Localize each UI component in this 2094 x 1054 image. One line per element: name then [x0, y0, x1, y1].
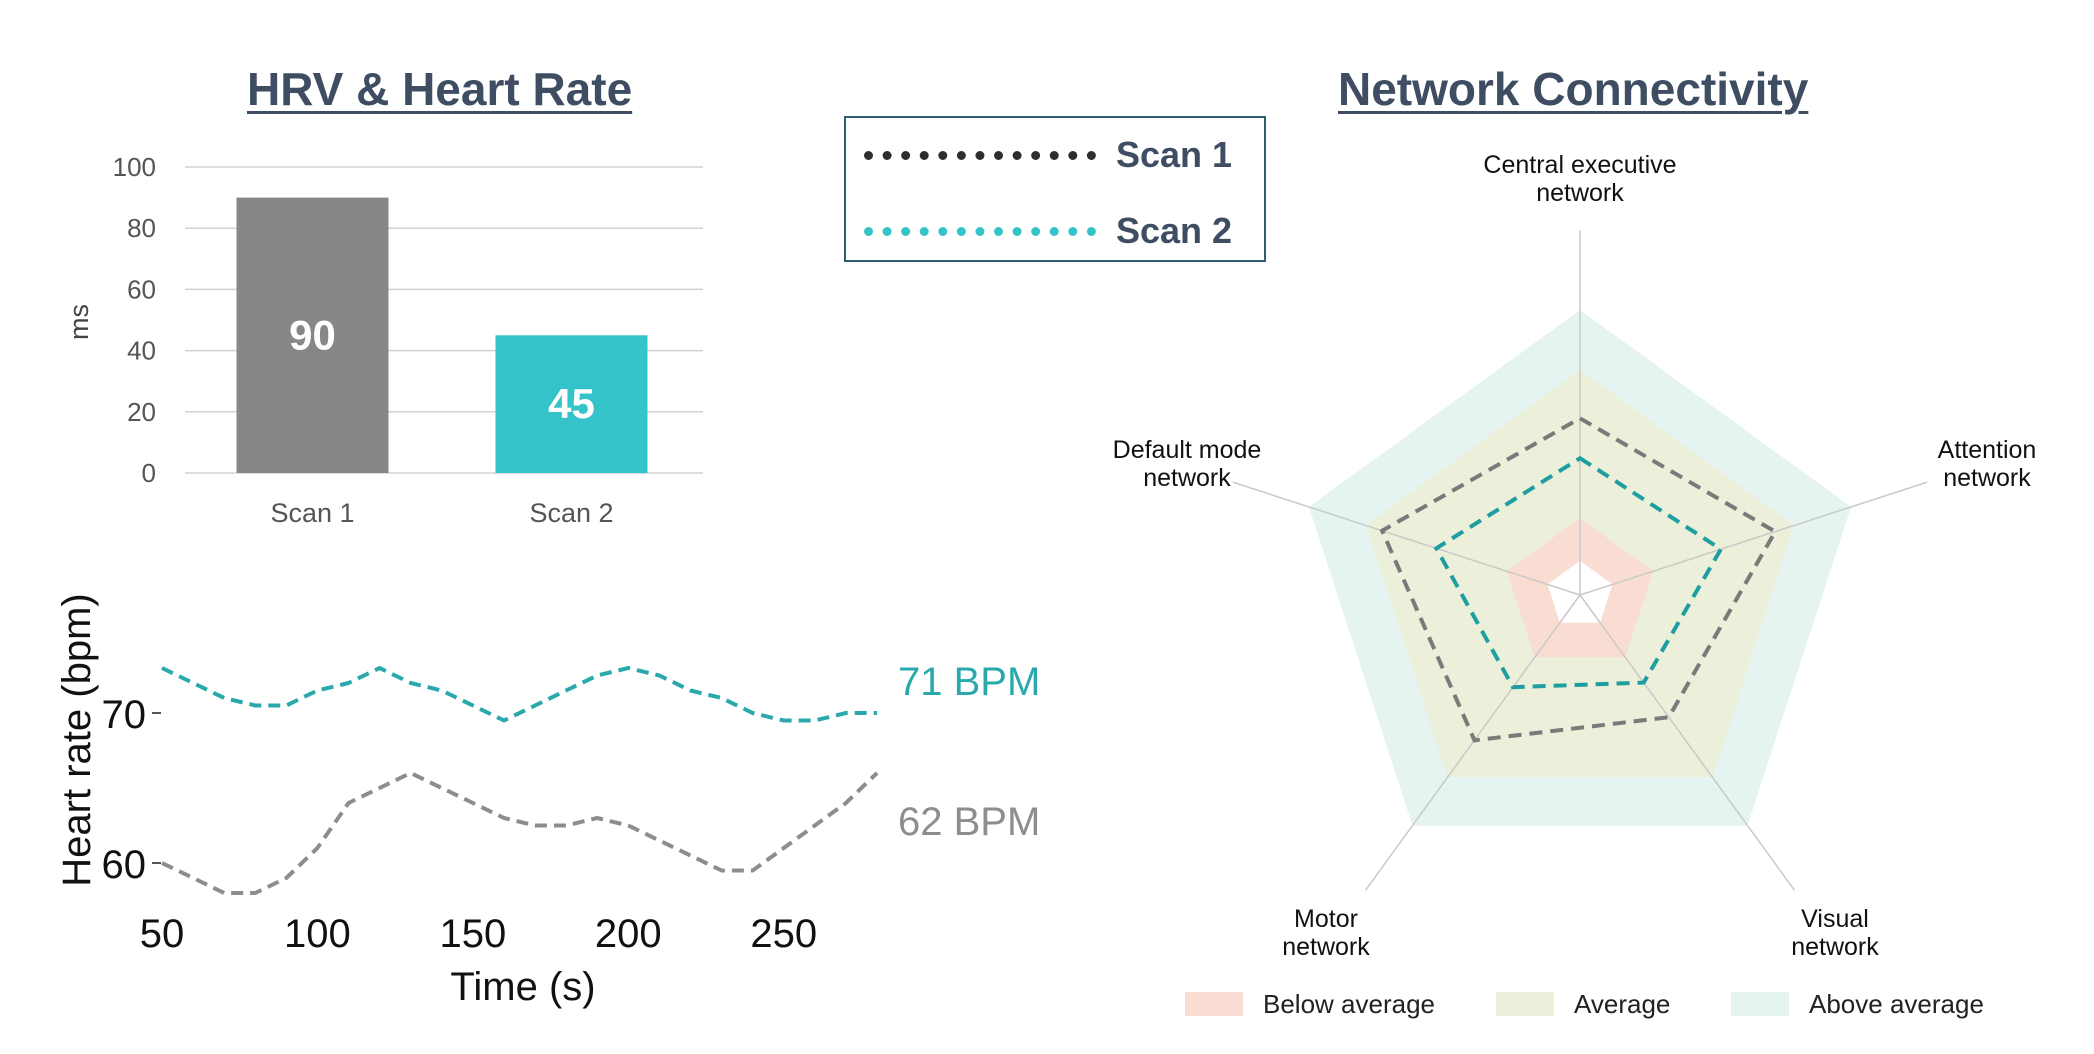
scan-legend: Scan 1 Scan 2	[844, 116, 1266, 262]
bar-y-tick-label: 40	[127, 336, 156, 366]
heart-rate-series-scan-2	[161, 666, 877, 723]
radar-axis-line	[1579, 594, 1796, 891]
line-x-axis-label: Time (s)	[450, 965, 595, 1009]
band-legend-swatch	[1185, 992, 1243, 1016]
bar-y-tick-label: 20	[127, 397, 156, 427]
band-legend-swatch	[1496, 992, 1554, 1016]
radar-axis-label: network	[1282, 933, 1370, 961]
radar-series-scan-2	[1433, 455, 1724, 690]
hrv-bar-chart: 0 20 40 60 80 100 ms 90 Scan 1 45 Scan 2	[64, 152, 703, 528]
bar-y-tick-label: 0	[142, 458, 156, 488]
bar-y-axis-label: ms	[64, 304, 94, 340]
legend-label-scan-2: Scan 2	[1116, 210, 1233, 251]
radar-axis-label: Central executive	[1483, 151, 1676, 179]
line-x-tick-label: 50	[140, 912, 185, 956]
band-legend-label: Below average	[1263, 989, 1435, 1019]
line-y-axis-label: Heart rate (bpm)	[55, 593, 99, 886]
bar-value-label: 45	[548, 380, 595, 427]
radar-axis-line	[1579, 481, 1928, 596]
radar-axis-label: network	[1143, 464, 1231, 492]
radar-axis-line	[1232, 481, 1581, 596]
line-x-tick-label: 250	[750, 912, 817, 956]
bar-value-label: 90	[289, 311, 336, 358]
radar-axis-label: network	[1943, 464, 2031, 492]
radar-axis-label: network	[1536, 179, 1624, 207]
line-y-tick-label: 70	[102, 693, 147, 737]
band-legend-label: Average	[1574, 989, 1670, 1019]
legend-item-scan-1: Scan 1	[864, 134, 1232, 176]
heart-rate-series-scan-1	[161, 771, 879, 895]
radar-axis-label: Motor	[1294, 905, 1358, 933]
radar-axis-label: network	[1791, 933, 1879, 961]
legend-swatch-scan-1	[864, 150, 1096, 160]
hrv-chart-title: HRV & Heart Rate	[247, 63, 633, 115]
legend-item-scan-2: Scan 2	[864, 210, 1232, 252]
radar-axis-line	[1364, 594, 1581, 891]
radar-axis-label: Attention	[1938, 436, 2037, 464]
line-x-tick-label: 200	[595, 912, 662, 956]
band-legend-label: Above average	[1809, 989, 1984, 1019]
radar-series-scan-1	[1379, 415, 1778, 743]
bar-1	[236, 197, 389, 473]
radar-axis-label: Default mode	[1113, 436, 1262, 464]
band-legend-swatch	[1731, 992, 1789, 1016]
line-end-label: 71 BPM	[898, 660, 1040, 704]
line-y-tick-label: 60	[102, 843, 147, 887]
bar-x-tick-label: Scan 1	[270, 498, 354, 528]
bar-y-tick-label: 80	[127, 213, 156, 243]
network-chart-title: Network Connectivity	[1338, 63, 1809, 115]
legend-label-scan-1: Scan 1	[1116, 134, 1233, 175]
bar-y-tick-label: 60	[127, 274, 156, 304]
bar-x-tick-label: Scan 2	[529, 498, 613, 528]
radar-axis-label: Visual	[1801, 905, 1869, 933]
network-radar-chart: Central executivenetworkAttentionnetwork…	[1113, 151, 2037, 1019]
legend-swatch-scan-2	[864, 226, 1096, 236]
bar-2	[495, 335, 648, 473]
line-end-label: 62 BPM	[898, 800, 1040, 844]
line-x-tick-label: 100	[284, 912, 351, 956]
bar-y-tick-label: 100	[113, 152, 156, 182]
line-x-tick-label: 150	[439, 912, 506, 956]
heart-rate-line-chart: 60 70 50 100 150 200 250 Time (s) Heart rate (bp…	[55, 593, 1040, 1009]
